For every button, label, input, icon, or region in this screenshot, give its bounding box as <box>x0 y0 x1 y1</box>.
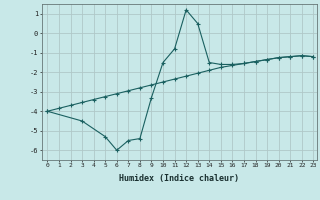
X-axis label: Humidex (Indice chaleur): Humidex (Indice chaleur) <box>119 174 239 183</box>
